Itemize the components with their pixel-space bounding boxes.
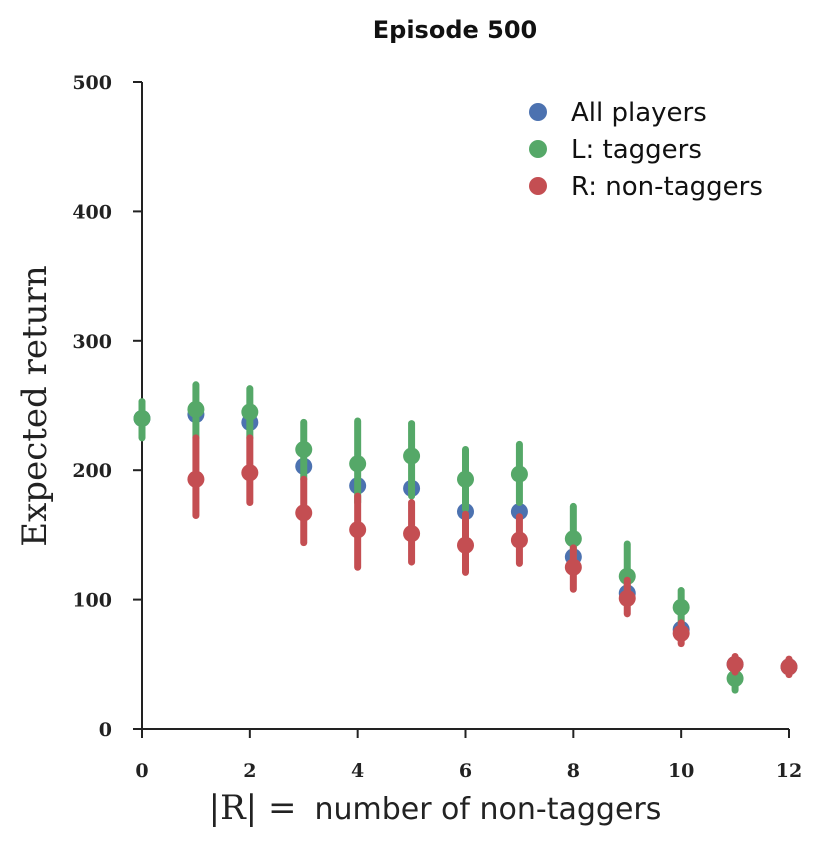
legend-label: R: non-taggers: [571, 172, 763, 202]
x-tick-label: 2: [243, 760, 256, 782]
data-point: [510, 465, 528, 483]
x-axis-label: |R| = number of non-taggers: [209, 788, 662, 828]
y-tick-label: 300: [72, 331, 112, 353]
x-tick-label: 10: [668, 760, 694, 782]
legend-marker: [529, 140, 547, 158]
x-tick-label: 12: [776, 760, 802, 782]
data-point: [564, 530, 582, 548]
y-axis-label: Expected return: [15, 265, 55, 546]
data-point: [672, 598, 690, 616]
data-point: [457, 536, 474, 554]
data-point: [726, 655, 744, 673]
data-point: [510, 503, 528, 521]
data-point: [403, 525, 421, 543]
y-tick-label: 0: [99, 719, 112, 741]
data-point: [241, 403, 259, 421]
data-point: [295, 440, 313, 458]
data-point: [457, 470, 474, 488]
plot-area: [133, 381, 798, 694]
data-point: [726, 670, 744, 688]
data-point: [133, 409, 151, 427]
legend-marker: [529, 103, 547, 121]
x-axis-label-math: |R| =: [209, 788, 297, 828]
x-tick-label: 6: [459, 760, 472, 782]
y-tick-label: 500: [72, 72, 112, 94]
data-point: [618, 589, 636, 607]
legend-label: All players: [571, 98, 707, 128]
data-point: [564, 558, 582, 576]
series-3: [187, 434, 798, 679]
data-point: [349, 521, 367, 539]
y-ticks: 0 100 200 300 400 500: [72, 72, 142, 741]
chart-title: Episode 500: [373, 16, 537, 44]
data-point: [349, 455, 367, 473]
y-tick-label: 200: [72, 460, 112, 482]
data-point: [618, 567, 636, 585]
legend-marker: [529, 177, 547, 195]
data-point: [241, 464, 259, 482]
legend: All players L: taggers R: non-taggers: [529, 98, 763, 202]
x-tick-label: 8: [567, 760, 580, 782]
x-axis-label-text: number of non-taggers: [314, 792, 661, 827]
x-ticks: 0 2 4 6 8 10 12: [135, 729, 802, 782]
data-point: [510, 531, 528, 549]
data-point: [780, 658, 798, 676]
data-point: [295, 504, 313, 522]
y-tick-label: 400: [72, 201, 112, 223]
x-tick-label: 4: [351, 760, 364, 782]
y-tick-label: 100: [72, 590, 112, 612]
data-point: [403, 447, 421, 465]
data-point: [187, 470, 205, 488]
data-point: [672, 624, 690, 642]
x-tick-label: 0: [135, 760, 148, 782]
data-point: [187, 400, 205, 418]
legend-label: L: taggers: [571, 135, 702, 165]
series-2: [133, 381, 744, 694]
